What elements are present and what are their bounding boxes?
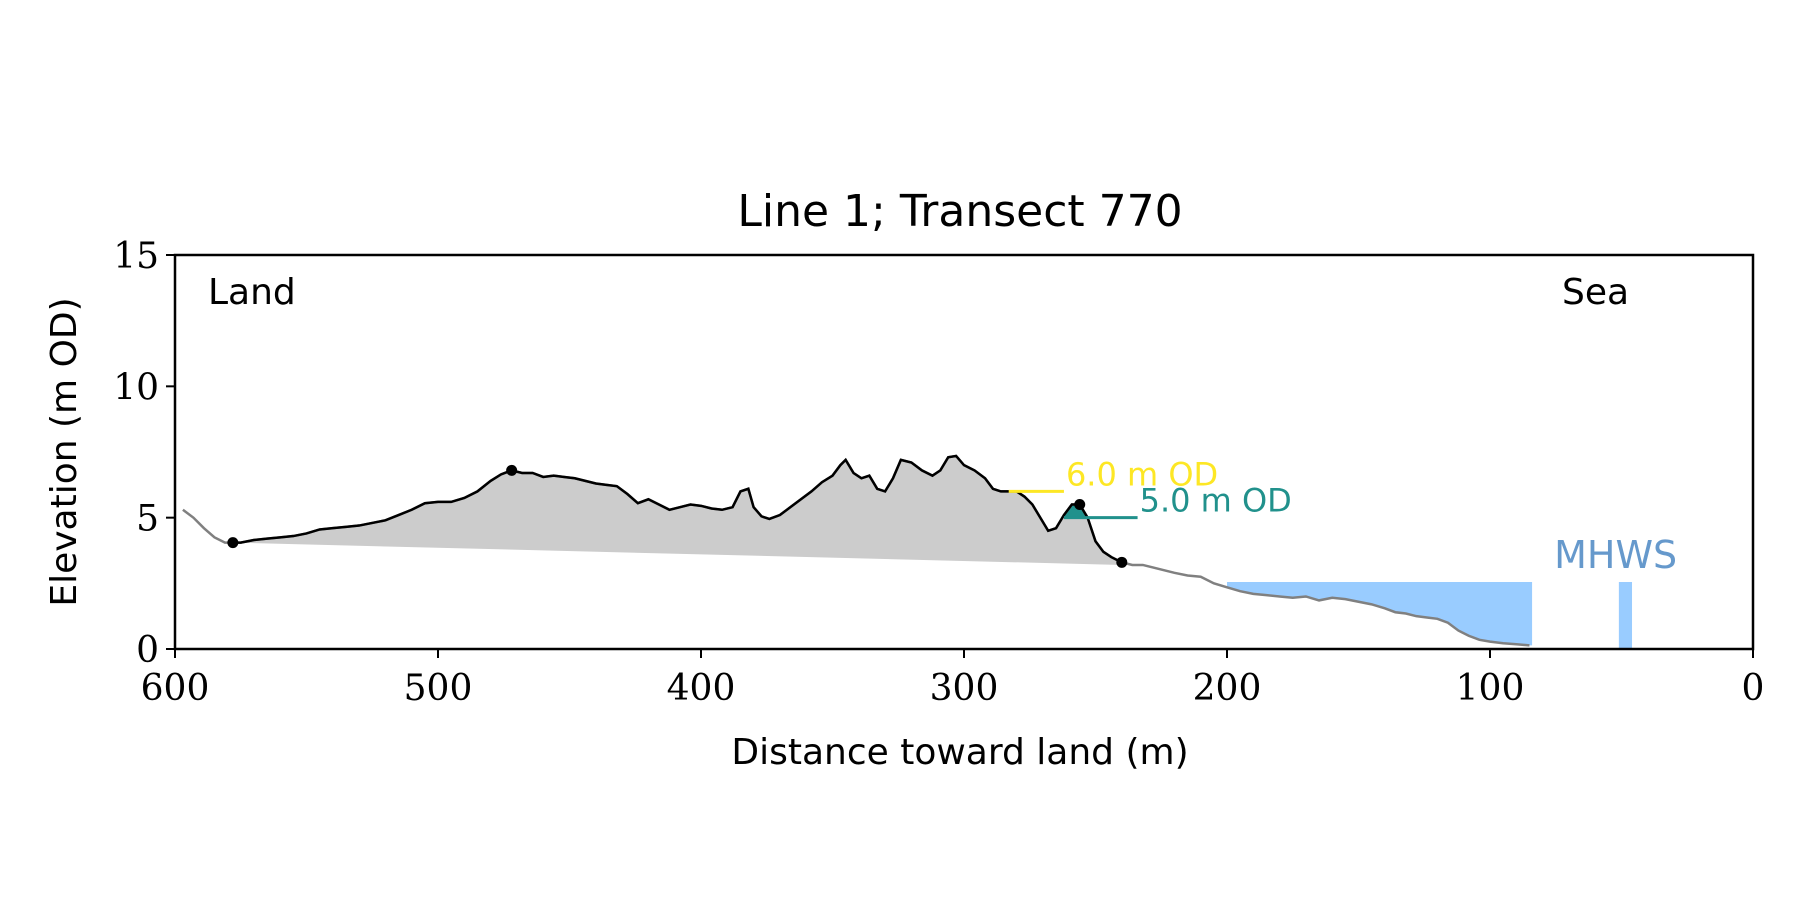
x-tick-label-400: 400	[667, 668, 736, 709]
mhws-bar	[1618, 582, 1633, 649]
profile-marker-3	[1116, 556, 1128, 568]
y-tick-label-0: 0	[136, 630, 159, 671]
y-axis: 0 5 10 15	[113, 236, 175, 671]
level-layer: 6.0 m OD5.0 m OD	[1008, 455, 1292, 520]
y-tick-label-5: 5	[136, 499, 159, 540]
land-label: Land	[208, 272, 296, 313]
dune-area	[232, 455, 1122, 565]
level-label-0: 6.0 m OD	[1066, 455, 1218, 493]
x-tick-label-600: 600	[141, 668, 210, 709]
mhws-label: MHWS	[1554, 533, 1677, 577]
x-axis: 600 500 400 300 200 100 0	[141, 649, 1765, 709]
profile-marker-2	[1074, 499, 1086, 511]
x-tick-label-500: 500	[404, 668, 473, 709]
x-tick-label-100: 100	[1456, 668, 1525, 709]
fill-layer: MHWS	[232, 455, 1677, 649]
level-label-1: 5.0 m OD	[1140, 482, 1292, 520]
line-layer	[182, 454, 1530, 647]
y-tick-label-15: 15	[113, 236, 159, 277]
x-tick-label-300: 300	[930, 668, 999, 709]
y-axis-label: Elevation (m OD)	[44, 297, 85, 606]
mhws-water-area	[1227, 582, 1533, 646]
chart-title: Line 1; Transect 770	[737, 186, 1182, 237]
profile-line-dune	[232, 454, 1123, 564]
marker-layer	[227, 464, 1128, 568]
profile-marker-1	[506, 464, 518, 476]
plot-area: MHWS 6.0 m OD5.0 m OD	[182, 454, 1677, 649]
profile-marker-0	[227, 537, 239, 549]
x-tick-label-200: 200	[1193, 668, 1262, 709]
x-tick-label-0: 0	[1742, 668, 1765, 709]
sea-label: Sea	[1562, 272, 1629, 313]
x-axis-label: Distance toward land (m)	[731, 732, 1188, 773]
y-tick-label-10: 10	[113, 367, 159, 408]
